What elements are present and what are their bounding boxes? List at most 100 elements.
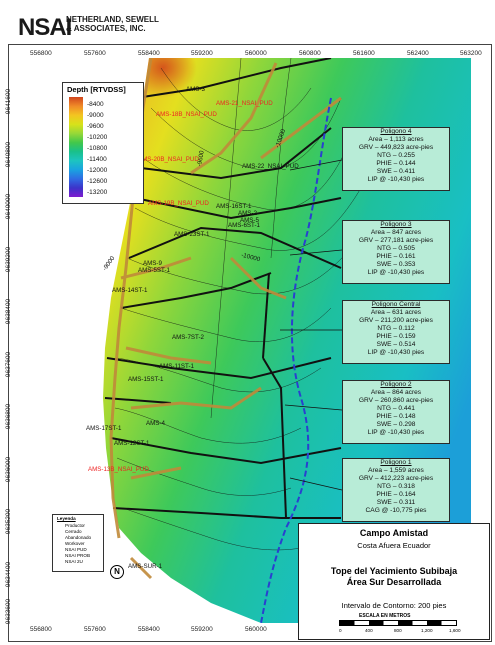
- polygon-stat: SWE – 0.514: [376, 341, 416, 348]
- y-tick-label: 9639200: [5, 246, 13, 273]
- well-label: AMS-13B_NSAI_PUD: [88, 466, 149, 473]
- legend-level: -11400: [87, 156, 107, 163]
- polygon-stat: GRV – 211,200 acre-pies: [359, 317, 433, 324]
- y-tick-label: 9640000: [5, 193, 13, 220]
- scale-tick: 400: [365, 628, 373, 633]
- polygon-2-box: Poligono 2 Area – 864 acres GRV – 260,86…: [342, 380, 450, 444]
- x-tick-label: 558400: [138, 626, 160, 633]
- depth-legend: Depth [RTVDSS] -8400 -9000 -9600 -10200 …: [62, 82, 144, 204]
- polygon-stat: PHIE – 0.159: [376, 333, 416, 340]
- fluid-contact-line: [260, 97, 332, 623]
- polygon-title: Poligono 4: [380, 128, 412, 135]
- x-tick-label: 556800: [30, 50, 52, 57]
- field-location: Costa Afuera Ecuador: [357, 541, 431, 550]
- y-tick-label: 9636000: [5, 456, 13, 483]
- well-label: AMS-3: [186, 86, 205, 93]
- x-tick-label: 560000: [245, 626, 267, 633]
- polygon-stat: PHIE – 0.144: [376, 160, 416, 167]
- y-tick-label: 9637600: [5, 351, 13, 378]
- polygon-stat: NTG – 0.318: [377, 483, 415, 490]
- polygon-stat: Area – 847 acres: [370, 229, 422, 236]
- x-tick-label: 560000: [245, 50, 267, 57]
- x-tick-label: 562400: [407, 50, 429, 57]
- polygon-stat: GRV – 449,823 acre-pies: [358, 144, 434, 151]
- x-tick-label: 557600: [84, 626, 106, 633]
- well-label: AMS-18B_NSAI_PUD: [156, 111, 217, 118]
- polygon-central-box: Poligono Central Area – 631 acres GRV – …: [342, 300, 450, 364]
- polygon-4-box: Poligono 4 Area – 1,113 acres GRV – 449,…: [342, 127, 450, 191]
- legend-title: Depth [RTVDSS]: [67, 85, 126, 94]
- x-tick-label: 560800: [299, 50, 321, 57]
- scale-tick: 1,200: [421, 628, 433, 633]
- y-tick-label: 9635200: [5, 508, 13, 535]
- polygon-stat: LIP @ -10,430 pies: [367, 429, 425, 436]
- symbol-item: Abandonado: [65, 535, 92, 540]
- well-label: AMS-SUR-1: [128, 563, 163, 570]
- well-label: AMS-5: [240, 217, 259, 224]
- legend-level: -12600: [87, 178, 108, 185]
- scale-tick: 0: [339, 628, 342, 633]
- map-title: Tope del Yacimiento Subibaja Área Sur De…: [330, 566, 458, 587]
- y-tick-label: 9633600: [5, 598, 13, 625]
- y-tick-label: 9638400: [5, 298, 13, 325]
- well-label: AMS-16ST-1: [216, 203, 252, 210]
- well-label: AMS-23ST-1: [174, 231, 210, 238]
- structural-high: [136, 58, 271, 178]
- x-tick-label: 556800: [30, 626, 52, 633]
- legend-level: -10200: [87, 134, 108, 141]
- polygon-stat: LIP @ -10,430 pies: [367, 269, 425, 276]
- polygon-stat: Area – 1,113 acres: [368, 136, 424, 143]
- scale-title: ESCALA EN METROS: [359, 613, 411, 619]
- y-tick-label: 9634400: [5, 561, 13, 588]
- symbol-item: Workover: [65, 541, 85, 546]
- symbol-legend: Leyenda Productor Cerrado Abandonado Wor…: [52, 514, 104, 572]
- legend-level: -13200: [87, 189, 108, 196]
- x-tick-label: 561600: [353, 50, 375, 57]
- polygon-title: Poligono 3: [380, 221, 412, 228]
- polygon-stat: LIP @ -10,430 pies: [367, 349, 425, 356]
- well-label: AMS-21_NSAI_PUD: [216, 100, 273, 107]
- symbol-item: Cerrado: [65, 529, 82, 534]
- well-label: AMS-15ST-1: [128, 376, 164, 383]
- polygon-stat: NTG – 0.112: [377, 325, 415, 332]
- symbol-legend-title: Leyenda: [57, 516, 76, 521]
- polygon-stat: NTG – 0.505: [377, 245, 415, 252]
- polygon-stat: GRV – 277,181 acre-pies: [358, 237, 434, 244]
- polygon-stat: LIP @ -10,430 pies: [367, 176, 425, 183]
- y-tick-label: 9640800: [5, 141, 13, 168]
- company-name: NETHERLAND, SEWELL & ASSOCIATES, INC.: [66, 15, 159, 33]
- polygon-stat: GRV – 412,223 acre-pies: [358, 475, 434, 482]
- symbol-item: Productor: [65, 523, 85, 528]
- north-arrow-icon: N: [110, 565, 124, 579]
- x-tick-label: 558400: [138, 50, 160, 57]
- legend-level: -12000: [87, 167, 108, 174]
- scale-tick: 800: [394, 628, 402, 633]
- polygon-stat: SWE – 0.311: [376, 499, 416, 506]
- scale-bar: [339, 620, 457, 626]
- y-tick-label: 9636800: [5, 403, 13, 430]
- polygon-1-box: Poligono 1 Area – 1,559 acres GRV – 412,…: [342, 458, 450, 522]
- polygon-stat: PHIE – 0.164: [376, 491, 416, 498]
- symbol-item: NSAI PUD: [65, 547, 87, 552]
- contour-interval: Intervalo de Contorno: 200 pies: [341, 601, 447, 610]
- x-tick-label: 559200: [191, 50, 213, 57]
- symbol-item: NSAI PROB: [65, 553, 91, 558]
- well-label: AMS-12ST-1: [114, 440, 150, 447]
- well-label: AMS-19B_NSAI_PUD: [148, 200, 209, 207]
- well-label: AMS-14ST-1: [112, 287, 148, 294]
- polygon-stat: Area – 864 acres: [370, 389, 422, 396]
- x-tick-label: 557600: [84, 50, 106, 57]
- well-label: AMS-9: [143, 260, 162, 267]
- well-label: AMS-5ST-1: [138, 267, 170, 274]
- polygon-stat: PHIE – 0.148: [376, 413, 416, 420]
- well-label: AMS-7ST-2: [172, 334, 204, 341]
- y-tick-label: 9641600: [5, 88, 13, 115]
- well-label: AMS-20B_NSAI_PUD: [138, 156, 199, 163]
- polygon-title: Poligono 1: [380, 459, 412, 466]
- polygon-title: Poligono Central: [371, 301, 421, 308]
- polygon-stat: CAG @ -10,775 pies: [365, 507, 427, 514]
- legend-level: -9600: [87, 123, 104, 130]
- polygon-stat: Area – 631 acres: [370, 309, 422, 316]
- polygon-stat: NTG – 0.441: [377, 405, 415, 412]
- x-tick-label: 559200: [191, 626, 213, 633]
